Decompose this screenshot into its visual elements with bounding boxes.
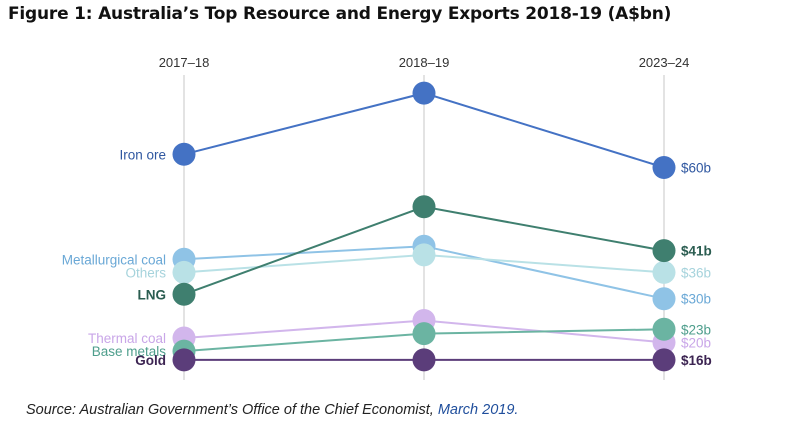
end-value-iron-ore: $60b (681, 161, 711, 176)
point-lng-2 (412, 195, 436, 219)
series-name-base-metals: Base metals (92, 344, 167, 359)
end-value-others: $36b (681, 265, 711, 280)
series-name-iron-ore: Iron ore (119, 147, 166, 162)
x-tick-label: 2018–19 (399, 55, 450, 70)
x-tick-label: 2017–18 (159, 55, 210, 70)
point-gold-2 (412, 348, 436, 372)
point-iron-ore-1 (172, 142, 196, 166)
end-value-thermal-coal: $20b (681, 335, 711, 350)
point-others-3 (652, 260, 676, 284)
x-tick-label: 2023–24 (639, 55, 690, 70)
point-base-metals-2 (412, 322, 436, 346)
point-others-1 (172, 260, 196, 284)
point-base-metals-3 (652, 317, 676, 341)
end-value-metallurgical-coal: $30b (681, 292, 711, 307)
point-iron-ore-2 (412, 81, 436, 105)
point-metallurgical-coal-3 (652, 287, 676, 311)
series-labels: Iron ore $60b Metallurgical coal $30b Others… (62, 147, 712, 368)
end-value-gold: $16b (681, 353, 712, 368)
series-name-lng: LNG (138, 287, 167, 302)
source-note: Source: Australian Government’s Office o… (26, 402, 518, 418)
series-name-others: Others (125, 265, 166, 280)
series-name-thermal-coal: Thermal coal (88, 331, 166, 346)
line-chart: 2017–18 2018–19 2023–24 Iron ore $60b Metall… (62, 55, 712, 380)
point-lng-3 (652, 239, 676, 263)
figure-title: Figure 1: Australia’s Top Resource and E… (8, 4, 672, 24)
point-iron-ore-3 (652, 156, 676, 179)
series-points (172, 81, 676, 372)
point-gold-3 (652, 348, 676, 372)
source-text: Source: Australian Government’s Office o… (26, 402, 438, 418)
x-axis-ticks: 2017–18 2018–19 2023–24 (159, 55, 690, 70)
series-name-gold: Gold (135, 353, 166, 368)
point-lng-1 (172, 282, 196, 306)
point-others-2 (412, 243, 436, 267)
series-name-metallurgical-coal: Metallurgical coal (62, 252, 166, 267)
source-date: March 2019. (437, 402, 519, 418)
point-gold-1 (172, 348, 196, 372)
end-value-base-metals: $23b (681, 322, 711, 337)
end-value-lng: $41b (681, 244, 712, 259)
